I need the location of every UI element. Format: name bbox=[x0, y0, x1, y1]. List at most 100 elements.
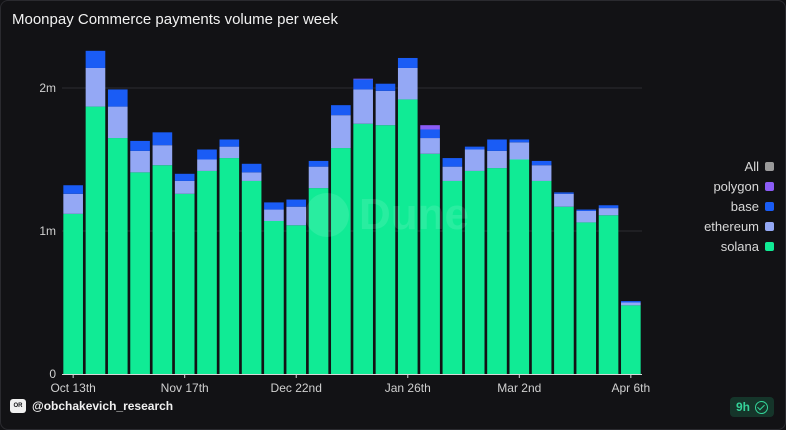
bar-segment-solana[interactable] bbox=[197, 170, 217, 374]
bar-segment-ethereum[interactable] bbox=[130, 150, 150, 173]
bar-segment-base[interactable] bbox=[85, 50, 106, 68]
bar-segment-base[interactable] bbox=[197, 149, 217, 160]
legend-item-polygon[interactable]: polygon bbox=[654, 176, 774, 196]
x-tick-label: Mar 2nd bbox=[497, 381, 541, 395]
bar-segment-ethereum[interactable] bbox=[554, 193, 574, 207]
legend-label: polygon bbox=[713, 178, 759, 194]
bar-segment-ethereum[interactable] bbox=[107, 106, 128, 139]
bar-segment-base[interactable] bbox=[487, 139, 507, 151]
bar-segment-ethereum[interactable] bbox=[598, 208, 619, 216]
bar-segment-base[interactable] bbox=[375, 83, 396, 91]
bar-segment-solana[interactable] bbox=[554, 206, 574, 374]
bar-segment-solana[interactable] bbox=[621, 305, 641, 374]
bar-segment-ethereum[interactable] bbox=[331, 115, 351, 149]
bar-segment-base[interactable] bbox=[531, 160, 552, 166]
y-tick-label: 2m bbox=[39, 81, 56, 95]
bar-segment-base[interactable] bbox=[621, 301, 641, 303]
bar-segment-base[interactable] bbox=[331, 105, 351, 116]
bar-segment-base[interactable] bbox=[264, 202, 284, 210]
bar-segment-solana[interactable] bbox=[308, 188, 329, 374]
bar-segment-base[interactable] bbox=[308, 160, 329, 167]
bar-segment-solana[interactable] bbox=[531, 180, 552, 374]
legend-swatch bbox=[765, 181, 774, 191]
bar-segment-base[interactable] bbox=[576, 209, 597, 211]
bar-segment-base[interactable] bbox=[286, 199, 307, 207]
bar-segment-solana[interactable] bbox=[85, 106, 106, 374]
bar-segment-ethereum[interactable] bbox=[197, 159, 217, 171]
bar-segment-base[interactable] bbox=[464, 146, 485, 150]
bar-segment-base[interactable] bbox=[353, 79, 373, 90]
bar-segment-base[interactable] bbox=[509, 139, 530, 143]
bar-segment-solana[interactable] bbox=[241, 180, 262, 374]
bar-segment-base[interactable] bbox=[152, 132, 173, 146]
bar-segment-base[interactable] bbox=[420, 129, 440, 139]
bar-segment-solana[interactable] bbox=[397, 99, 418, 374]
bar-segment-solana[interactable] bbox=[598, 215, 619, 374]
bar-segment-ethereum[interactable] bbox=[487, 150, 507, 169]
bar-segment-ethereum[interactable] bbox=[219, 146, 240, 159]
author-name[interactable]: @obchakevich_research bbox=[32, 399, 174, 413]
bar-segment-ethereum[interactable] bbox=[63, 193, 83, 214]
bar-segment-base[interactable] bbox=[63, 185, 83, 194]
check-circle-icon bbox=[755, 400, 768, 414]
bar-segment-solana[interactable] bbox=[353, 123, 373, 374]
bar-segment-ethereum[interactable] bbox=[442, 166, 463, 181]
bar-segment-solana[interactable] bbox=[576, 222, 597, 374]
bar-segment-solana[interactable] bbox=[487, 168, 507, 374]
author-credit[interactable]: OR @obchakevich_research bbox=[10, 399, 173, 413]
bar-segment-ethereum[interactable] bbox=[152, 145, 173, 166]
bar-segment-base[interactable] bbox=[174, 173, 195, 181]
bar-segment-ethereum[interactable] bbox=[621, 302, 641, 306]
bar-segment-ethereum[interactable] bbox=[464, 149, 485, 171]
bar-segment-solana[interactable] bbox=[63, 213, 83, 374]
bar-segment-base[interactable] bbox=[241, 163, 262, 173]
bar-segment-ethereum[interactable] bbox=[397, 67, 418, 100]
bar-segment-base[interactable] bbox=[442, 158, 463, 167]
refresh-age: 9h bbox=[735, 400, 750, 414]
legend-item-all[interactable]: All bbox=[654, 156, 774, 176]
bar-segment-solana[interactable] bbox=[219, 158, 240, 374]
bar-segment-solana[interactable] bbox=[331, 148, 351, 374]
bar-segment-base[interactable] bbox=[397, 57, 418, 68]
bar-segment-ethereum[interactable] bbox=[509, 142, 530, 160]
bar-segment-base[interactable] bbox=[219, 139, 240, 147]
bar-segment-polygon[interactable] bbox=[353, 78, 373, 80]
bar-segment-base[interactable] bbox=[554, 192, 574, 194]
bar-segment-solana[interactable] bbox=[174, 193, 195, 374]
bar-segment-ethereum[interactable] bbox=[308, 166, 329, 189]
bar-segment-base[interactable] bbox=[598, 205, 619, 209]
bar-segment-ethereum[interactable] bbox=[576, 210, 597, 223]
legend-item-ethereum[interactable]: ethereum bbox=[654, 216, 774, 236]
bar-segment-solana[interactable] bbox=[130, 172, 150, 374]
bar-segment-solana[interactable] bbox=[375, 125, 396, 375]
bar-segment-solana[interactable] bbox=[286, 225, 307, 374]
refresh-badge[interactable]: 9h bbox=[729, 397, 774, 417]
bar-segment-base[interactable] bbox=[107, 89, 128, 107]
bar-segment-ethereum[interactable] bbox=[375, 90, 396, 126]
x-tick-label: Nov 17th bbox=[161, 381, 209, 395]
bar-segment-ethereum[interactable] bbox=[264, 209, 284, 221]
bar-segment-solana[interactable] bbox=[442, 180, 463, 374]
bar-segment-ethereum[interactable] bbox=[420, 138, 440, 154]
bar-segment-solana[interactable] bbox=[107, 138, 128, 374]
chart-title: Moonpay Commerce payments volume per wee… bbox=[12, 11, 338, 28]
legend-item-base[interactable]: base bbox=[654, 196, 774, 216]
bar-segment-solana[interactable] bbox=[152, 165, 173, 374]
bar-segment-base[interactable] bbox=[130, 140, 150, 151]
bar-segment-ethereum[interactable] bbox=[286, 206, 307, 226]
y-tick-label: 1m bbox=[39, 224, 56, 238]
bar-segment-solana[interactable] bbox=[420, 153, 440, 374]
bar-segment-ethereum[interactable] bbox=[353, 89, 373, 124]
legend-swatch bbox=[765, 241, 774, 251]
bar-segment-solana[interactable] bbox=[464, 170, 485, 374]
bar-segment-polygon[interactable] bbox=[420, 125, 440, 130]
legend-item-solana[interactable]: solana bbox=[654, 236, 774, 256]
bar-segment-ethereum[interactable] bbox=[174, 180, 195, 194]
x-tick-label: Oct 13th bbox=[50, 381, 95, 395]
bar-segment-ethereum[interactable] bbox=[241, 172, 262, 181]
bar-segment-solana[interactable] bbox=[509, 159, 530, 375]
bar-segment-ethereum[interactable] bbox=[85, 67, 106, 107]
legend-label: base bbox=[730, 198, 759, 214]
bar-segment-ethereum[interactable] bbox=[531, 165, 552, 181]
bar-segment-solana[interactable] bbox=[264, 220, 284, 374]
